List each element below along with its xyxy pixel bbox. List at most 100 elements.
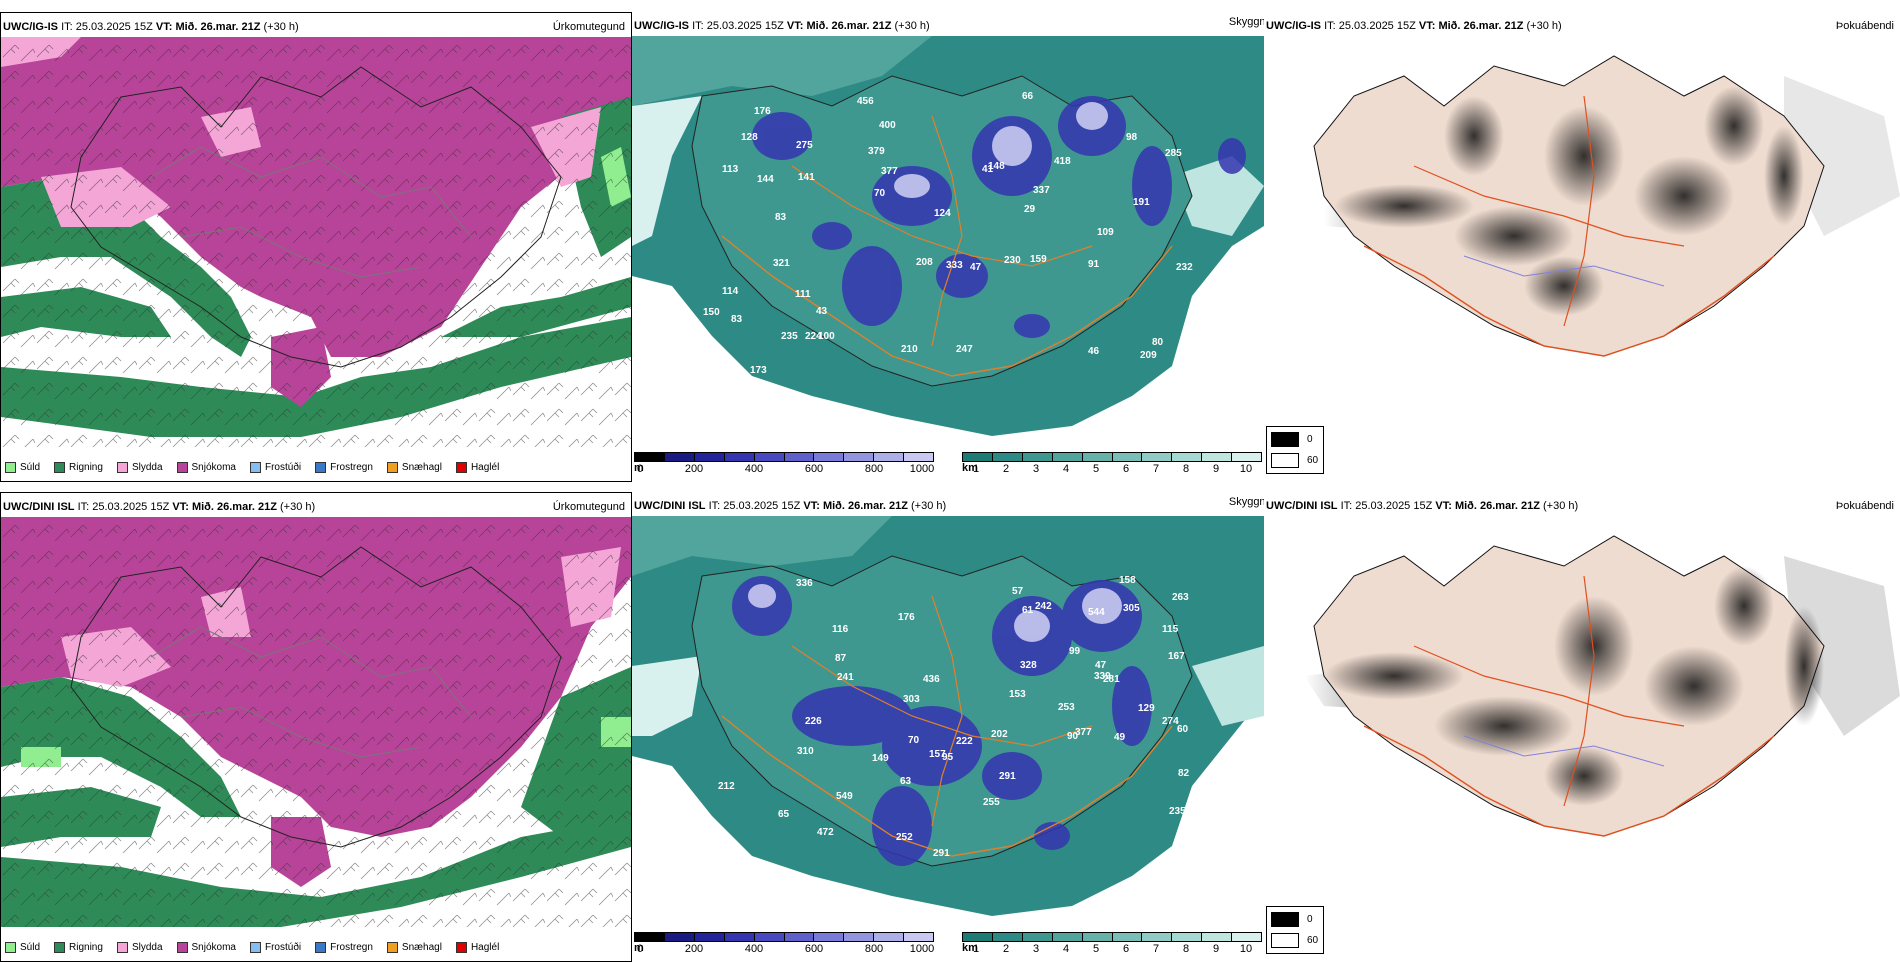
cloud-base-value-label: 141 bbox=[798, 172, 815, 183]
cloud-base-value-label: 167 bbox=[1168, 651, 1185, 662]
cloud-base-value-label: 230 bbox=[1004, 255, 1021, 266]
cloud-base-value-label: 100 bbox=[818, 331, 835, 342]
cloud-base-value-label: 129 bbox=[1138, 703, 1155, 714]
cloud-base-value-label: 303 bbox=[903, 694, 920, 705]
cloud-base-value-label: 57 bbox=[1012, 586, 1024, 597]
cloud-base-value-label: 544 bbox=[1088, 607, 1105, 618]
row-dini-isl: UWC/DINI ISL IT: 25.03.2025 15Z VT: Mið.… bbox=[0, 492, 1900, 962]
cloud-base-value-label: 310 bbox=[797, 746, 814, 757]
legend-label: Snæhagl bbox=[401, 942, 442, 953]
legend-item-freezing-rain: Frostregn bbox=[315, 942, 373, 953]
legend-swatch bbox=[116, 942, 128, 953]
cloud-base-value-label: 90 bbox=[1067, 731, 1079, 742]
cloud-base-value-label: 328 bbox=[1020, 660, 1037, 671]
cloud-base-value-label: 400 bbox=[879, 120, 896, 131]
legend-swatch bbox=[54, 462, 66, 473]
cloud-base-value-label: 333 bbox=[946, 260, 963, 271]
cloud-base-value-label: 47 bbox=[1095, 660, 1107, 671]
cloud-base-value-label: 291 bbox=[933, 848, 950, 859]
cloud-base-value-label: 149 bbox=[872, 753, 889, 764]
legend-item-rain: Rigning bbox=[54, 462, 103, 473]
height-colorbar-swatches bbox=[634, 932, 934, 942]
legend-item-drizzle: Súld bbox=[5, 462, 40, 473]
cloud-base-value-label: 176 bbox=[898, 612, 915, 623]
cloud-base-value-label: 49 bbox=[1114, 732, 1126, 743]
cloud-base-panel-bottom: UWC/DINI ISL IT: 25.03.2025 15Z VT: Mið.… bbox=[632, 492, 1264, 962]
fog-legend-item-0: 0 bbox=[1271, 912, 1313, 927]
legend-item-sleet: Slydda bbox=[116, 942, 163, 953]
cloud-base-value-label: 291 bbox=[999, 771, 1016, 782]
cloud-base-value-label: 29 bbox=[1024, 204, 1036, 215]
visibility-unit: km bbox=[962, 942, 978, 954]
legend-item-snow: Snjókoma bbox=[176, 462, 236, 473]
cloud-base-value-label: 337 bbox=[1033, 185, 1050, 196]
cloud-base-value-label: 208 bbox=[916, 257, 933, 268]
cloud-base-value-label: 113 bbox=[722, 164, 739, 175]
cloud-base-value-label: 275 bbox=[796, 140, 813, 151]
cloud-base-value-label: 158 bbox=[1119, 575, 1136, 586]
visibility-colorbar: 1 2 3 4 5 6 7 8 9 10 km bbox=[962, 452, 1262, 476]
legend-swatch bbox=[455, 942, 467, 953]
precip-type-legend: Súld Rigning Slydda Snjókoma Frostúði Fr… bbox=[5, 462, 499, 473]
panel-title: Skyggni bbox=[1228, 16, 1264, 28]
cloud-base-value-label: 41 bbox=[982, 164, 994, 175]
cloud-base-value-label: 235 bbox=[781, 331, 798, 342]
fog-legend-item-0: 0 bbox=[1271, 432, 1313, 447]
cloud-base-value-label: 418 bbox=[1054, 156, 1071, 167]
visibility-colorbar-swatches bbox=[962, 932, 1262, 942]
cloud-base-value-label: 456 bbox=[857, 96, 874, 107]
visibility-colorbar-ticks: 1 2 3 4 5 6 7 8 9 10 bbox=[972, 463, 1253, 475]
cloud-base-value-label: 549 bbox=[836, 791, 853, 802]
legend-label: Slydda bbox=[131, 942, 163, 953]
height-colorbar: 0 200 400 600 800 1000 m bbox=[634, 932, 934, 956]
legend-item-freezing-drizzle: Frostúði bbox=[249, 462, 302, 473]
legend-item-snow-pellets: Snæhagl bbox=[386, 942, 442, 953]
legend-label: Súld bbox=[20, 942, 41, 953]
height-colorbar-ticks: 0 200 400 600 800 1000 bbox=[636, 463, 935, 475]
legend-label: Snjókoma bbox=[191, 462, 236, 473]
cloud-base-value-label: 111 bbox=[795, 289, 811, 300]
cloud-base-value-label: 377 bbox=[1075, 727, 1092, 738]
legend-item-sleet: Slydda bbox=[116, 462, 163, 473]
panel-title: Úrkomutegund bbox=[552, 21, 625, 33]
cloud-base-value-label: 83 bbox=[775, 212, 787, 223]
cloud-base-value-label: 66 bbox=[1022, 91, 1034, 102]
height-colorbar-swatches bbox=[634, 452, 934, 462]
fog-legend: 0 60 bbox=[1266, 426, 1324, 474]
legend-item-rain: Rigning bbox=[54, 942, 103, 953]
precip-type-map bbox=[1, 37, 631, 447]
visibility-colorbar-swatches bbox=[962, 452, 1262, 462]
legend-item-hail: Haglél bbox=[455, 462, 499, 473]
panel-header: UWC/IG-IS IT: 25.03.2025 15Z VT: Mið. 26… bbox=[634, 20, 930, 32]
legend-label: Haglél bbox=[470, 942, 500, 953]
legend-swatch bbox=[176, 462, 188, 473]
cloud-base-value-label: 43 bbox=[816, 306, 828, 317]
cloud-base-value-label: 210 bbox=[901, 344, 918, 355]
cloud-base-value-label: 253 bbox=[1058, 702, 1075, 713]
cloud-base-value-label: 247 bbox=[956, 344, 973, 355]
cloud-base-value-label: 80 bbox=[1152, 337, 1164, 348]
cloud-base-value-label: 191 bbox=[1133, 197, 1150, 208]
cloud-base-value-label: 70 bbox=[874, 188, 886, 199]
legend-item-snow-pellets: Snæhagl bbox=[386, 462, 442, 473]
cloud-base-value-label: 263 bbox=[1172, 592, 1189, 603]
legend-label: Snjókoma bbox=[191, 942, 236, 953]
cloud-base-value-label: 150 bbox=[703, 307, 720, 318]
cloud-base-value-label: 47 bbox=[970, 262, 982, 273]
panel-title: Úrkomutegund bbox=[552, 501, 625, 513]
cloud-base-value-label: 128 bbox=[741, 132, 758, 143]
legend-swatch bbox=[249, 462, 261, 473]
cloud-base-value-label: 235 bbox=[1169, 806, 1186, 817]
cloud-base-value-label: 222 bbox=[956, 736, 973, 747]
fog-legend: 0 60 bbox=[1266, 906, 1324, 954]
legend-swatch bbox=[5, 942, 16, 953]
legend-label: Frostregn bbox=[330, 942, 373, 953]
legend-swatch bbox=[315, 462, 327, 473]
legend-label: Frostúði bbox=[264, 462, 302, 473]
legend-item-freezing-rain: Frostregn bbox=[315, 462, 373, 473]
panel-title: Skyggni bbox=[1228, 496, 1264, 508]
height-unit: m bbox=[634, 462, 644, 474]
legend-swatch bbox=[176, 942, 188, 953]
cloud-base-value-label: 226 bbox=[805, 716, 822, 727]
cloud-base-value-label: 339 bbox=[1094, 671, 1111, 682]
